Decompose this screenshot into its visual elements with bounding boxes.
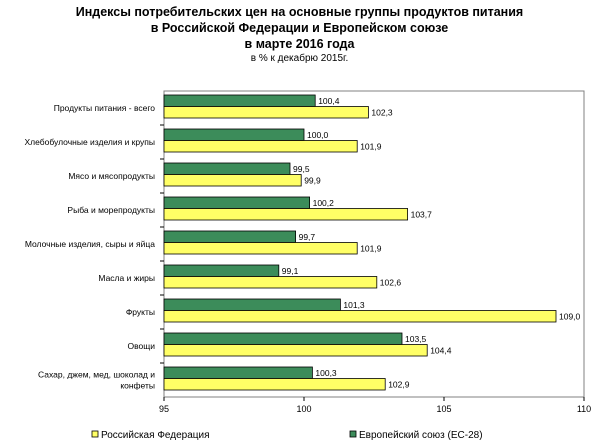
- data-label-eu: 100,2: [313, 198, 335, 208]
- x-tick-label: 100: [296, 404, 311, 414]
- data-label-russia: 102,9: [388, 380, 410, 390]
- data-label-eu: 101,3: [343, 300, 365, 310]
- x-tick-label: 110: [577, 404, 591, 414]
- category-label: Овощи: [127, 341, 155, 351]
- category-label: Хлебобулочные изделия и крупы: [25, 137, 155, 147]
- bar-eu: [163, 332, 403, 345]
- x-tick-label: 105: [436, 404, 451, 414]
- legend-label: Российская Федерация: [101, 430, 210, 441]
- bar-russia: [163, 378, 386, 391]
- category-label: Молочные изделия, сыры и яйца: [25, 239, 155, 249]
- x-tick-label: 95: [159, 404, 169, 414]
- bar-russia: [163, 140, 358, 153]
- category-label: Продукты питания - всего: [54, 103, 156, 113]
- bar-russia: [163, 174, 302, 187]
- category-label: конфеты: [120, 381, 155, 391]
- legend-swatch: [91, 430, 99, 438]
- bar-eu: [163, 230, 297, 243]
- chart-title-line-2: в Российской Федерации и Европейском сою…: [150, 21, 449, 35]
- data-label-russia: 99,9: [304, 176, 321, 186]
- bar-eu: [163, 264, 280, 277]
- bar-eu: [163, 162, 291, 175]
- chart-title-line-1: Индексы потребительских цен на основные …: [75, 5, 524, 19]
- data-label-russia: 102,3: [371, 108, 393, 118]
- data-label-russia: 101,9: [360, 142, 382, 152]
- data-label-russia: 101,9: [360, 244, 382, 254]
- data-label-eu: 99,7: [299, 232, 316, 242]
- bar-eu: [163, 128, 305, 141]
- bar-russia: [163, 276, 378, 289]
- bar-eu: [163, 196, 311, 209]
- data-label-russia: 103,7: [411, 210, 433, 220]
- chart-subtitle: в % к декабрю 2015г.: [250, 53, 349, 64]
- bar-eu: [163, 298, 341, 311]
- data-label-russia: 104,4: [430, 346, 452, 356]
- bar-russia: [163, 208, 409, 221]
- category-label: Мясо и мясопродукты: [68, 171, 155, 181]
- bar-eu: [163, 94, 316, 107]
- legend-swatch: [349, 430, 357, 438]
- chart-title-block: Индексы потребительских цен на основные …: [0, 4, 599, 66]
- bar-eu: [163, 366, 313, 379]
- category-label: Рыба и морепродукты: [67, 205, 155, 215]
- chart-title-line-3: в марте 2016 года: [244, 37, 355, 51]
- data-label-eu: 100,3: [315, 368, 337, 378]
- data-label-eu: 100,0: [307, 130, 329, 140]
- bar-russia: [163, 242, 358, 255]
- data-label-eu: 103,5: [405, 334, 427, 344]
- category-label: Масла и жиры: [98, 273, 155, 283]
- data-label-russia: 109,0: [559, 312, 581, 322]
- data-label-eu: 100,4: [318, 96, 340, 106]
- legend-label: Европейский союз (ЕС-28): [359, 430, 483, 441]
- category-label: Фрукты: [126, 307, 155, 317]
- bar-russia: [163, 344, 428, 357]
- bar-russia: [163, 106, 369, 119]
- data-label-russia: 102,6: [380, 278, 402, 288]
- bar-russia: [163, 310, 557, 323]
- data-label-eu: 99,5: [293, 164, 310, 174]
- data-label-eu: 99,1: [282, 266, 299, 276]
- category-label: Сахар, джем, мед, шоколад и: [38, 370, 155, 380]
